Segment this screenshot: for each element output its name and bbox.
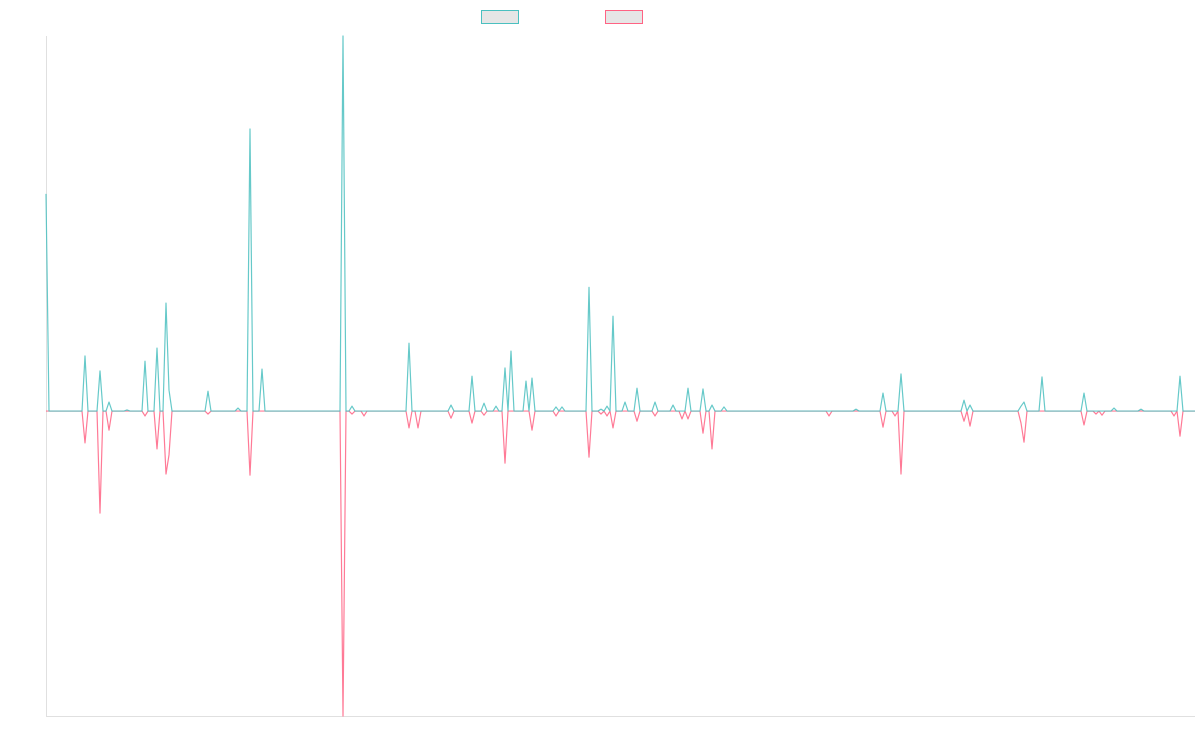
legend-series-1-swatch[interactable] xyxy=(481,10,519,24)
series-2-line xyxy=(46,410,1195,717)
series-1-line xyxy=(45,35,1195,412)
legend-series-2-swatch[interactable] xyxy=(605,10,643,24)
